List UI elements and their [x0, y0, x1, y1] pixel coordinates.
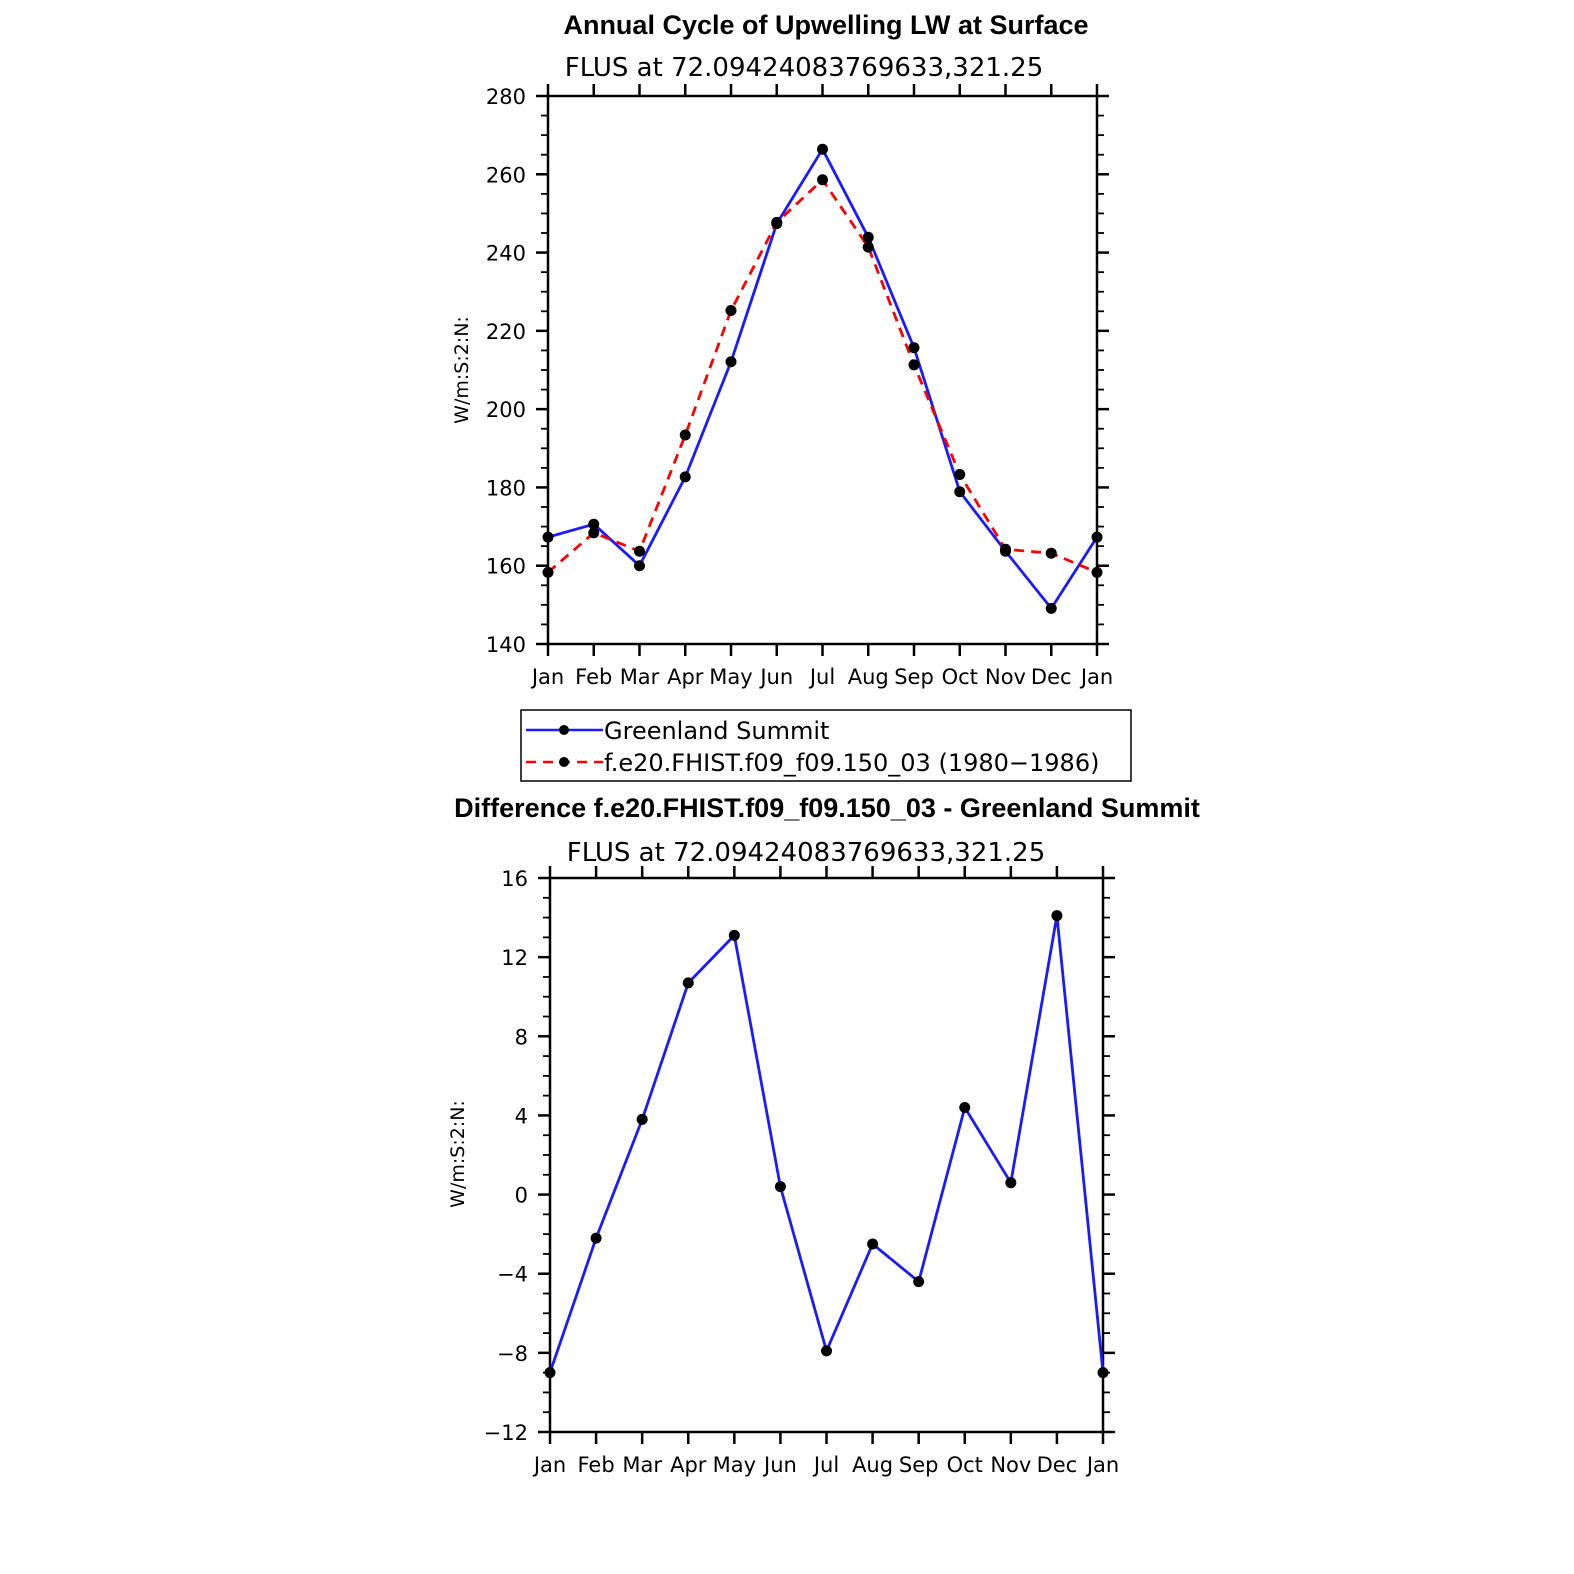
x-tick-label: Jan — [1079, 665, 1113, 689]
series-2-point — [679, 429, 691, 441]
legend-box — [520, 709, 1132, 782]
x-tick-label: Aug — [852, 1453, 893, 1477]
series-1-point — [725, 356, 737, 368]
y-tick-label: 220 — [486, 320, 526, 344]
series-1-point — [821, 1345, 832, 1357]
y-tick-label: 16 — [501, 867, 528, 891]
x-tick-label: Apr — [670, 1453, 707, 1477]
legend: Greenland Summit f.e20.FHIST.f09_f09.150… — [520, 709, 1132, 782]
series-2-point — [817, 174, 828, 186]
series-1-point — [774, 1181, 786, 1193]
series-2-point — [771, 216, 783, 228]
x-tick-label: May — [713, 1453, 756, 1477]
chart-1-title: Annual Cycle of Upwelling LW at Surface — [563, 10, 1088, 40]
y-tick-label: −4 — [497, 1263, 528, 1287]
series-1-point — [679, 471, 691, 483]
x-tick-label: Mar — [622, 1453, 662, 1477]
x-tick-label: Sep — [894, 665, 934, 689]
x-tick-label: Aug — [848, 665, 889, 689]
series-1-point — [542, 531, 554, 543]
x-tick-label: Nov — [990, 1453, 1031, 1477]
chart-2-title: Difference f.e20.FHIST.f09_f09.150_03 - … — [454, 793, 1200, 823]
x-tick-label: Feb — [575, 665, 612, 689]
y-tick-label: 12 — [501, 946, 528, 970]
chart-2-plot: Jan Feb Mar Apr May Jun Jul Aug Sep Oct Nov Dec Jan−… — [484, 866, 1119, 1477]
chart-1-plot: Jan Feb Mar Apr May Jun Jul Aug Sep Oct Nov Dec Jan1… — [486, 84, 1113, 689]
x-tick-label: Jul — [808, 665, 835, 689]
x-tick-label: Dec — [1037, 1453, 1078, 1477]
x-tick-label: Jun — [758, 665, 793, 689]
y-tick-label: 200 — [486, 398, 526, 422]
x-tick-label: Apr — [667, 665, 704, 689]
series-1-point — [728, 929, 740, 941]
x-tick-label: Oct — [947, 1453, 983, 1477]
series-2-point — [954, 469, 966, 481]
x-tick-label: Jun — [762, 1453, 797, 1477]
series-1-point — [959, 1102, 971, 1114]
y-tick-label: 260 — [486, 163, 526, 187]
legend-item-2-marker — [559, 757, 569, 767]
series-1-point — [954, 486, 966, 498]
y-tick-label: 280 — [486, 85, 526, 109]
x-tick-label: Jan — [530, 665, 564, 689]
y-tick-label: −12 — [484, 1421, 528, 1445]
y-tick-label: −8 — [497, 1342, 528, 1366]
series-line-1 — [547, 147, 1099, 610]
series-1-point — [544, 1367, 556, 1379]
x-tick-label: Jan — [1085, 1453, 1119, 1477]
series-1-point — [867, 1238, 879, 1250]
series-line-2 — [547, 178, 1098, 574]
series-1-point — [862, 231, 874, 243]
x-tick-label: Feb — [577, 1453, 614, 1477]
series-1-point — [817, 143, 828, 155]
x-tick-label: Sep — [899, 1453, 939, 1477]
series-2-point — [588, 527, 600, 539]
series-2-point — [725, 305, 737, 317]
y-tick-label: 160 — [486, 555, 526, 579]
chart-1-subtitle: FLUS at 72.09424083769633,321.25 — [565, 53, 1044, 83]
series-2-point — [908, 359, 920, 371]
y-tick-label: 8 — [515, 1025, 528, 1049]
x-tick-label: Mar — [620, 665, 660, 689]
x-tick-label: Oct — [942, 665, 978, 689]
chart-1-ylabel: W/m:S:2:N: — [451, 316, 473, 424]
y-tick-label: 240 — [486, 242, 526, 266]
legend-item-1-marker — [559, 725, 569, 735]
series-1-point — [908, 342, 920, 354]
series-1-point — [682, 977, 694, 989]
y-tick-label: 180 — [486, 476, 526, 500]
series-1-point — [1097, 1367, 1109, 1379]
series-1-point — [1005, 1177, 1017, 1189]
series-2-point — [1000, 543, 1011, 555]
series-2-point — [1091, 566, 1103, 578]
y-tick-label: 140 — [486, 633, 526, 657]
series-1-point — [1051, 910, 1063, 922]
series-1-point — [913, 1276, 925, 1288]
series-line-1 — [548, 914, 1105, 1374]
series-2-point — [542, 566, 554, 578]
x-tick-label: May — [709, 665, 752, 689]
series-1-point — [1091, 531, 1103, 543]
series-1-point — [588, 518, 600, 530]
y-tick-label: 4 — [515, 1104, 528, 1128]
series-1-point — [636, 1113, 648, 1125]
series-2-point — [862, 241, 874, 253]
x-tick-label: Jul — [812, 1453, 839, 1477]
series-2-point — [634, 545, 645, 557]
x-tick-label: Dec — [1031, 665, 1072, 689]
series-1-point — [1045, 602, 1057, 614]
chart-2-ylabel: W/m:S:2:N: — [447, 1100, 469, 1208]
series-2-point — [1045, 547, 1057, 559]
series-1-point — [634, 560, 645, 572]
legend-item-2-label: f.e20.FHIST.f09_f09.150_03 (1980−1986) — [604, 749, 1099, 777]
y-tick-label: 0 — [515, 1184, 528, 1208]
x-tick-label: Nov — [985, 665, 1026, 689]
series-1-point — [590, 1232, 602, 1244]
chart-2-subtitle: FLUS at 72.09424083769633,321.25 — [567, 838, 1046, 868]
legend-item-1-label: Greenland Summit — [604, 717, 829, 745]
x-tick-label: Jan — [532, 1453, 566, 1477]
